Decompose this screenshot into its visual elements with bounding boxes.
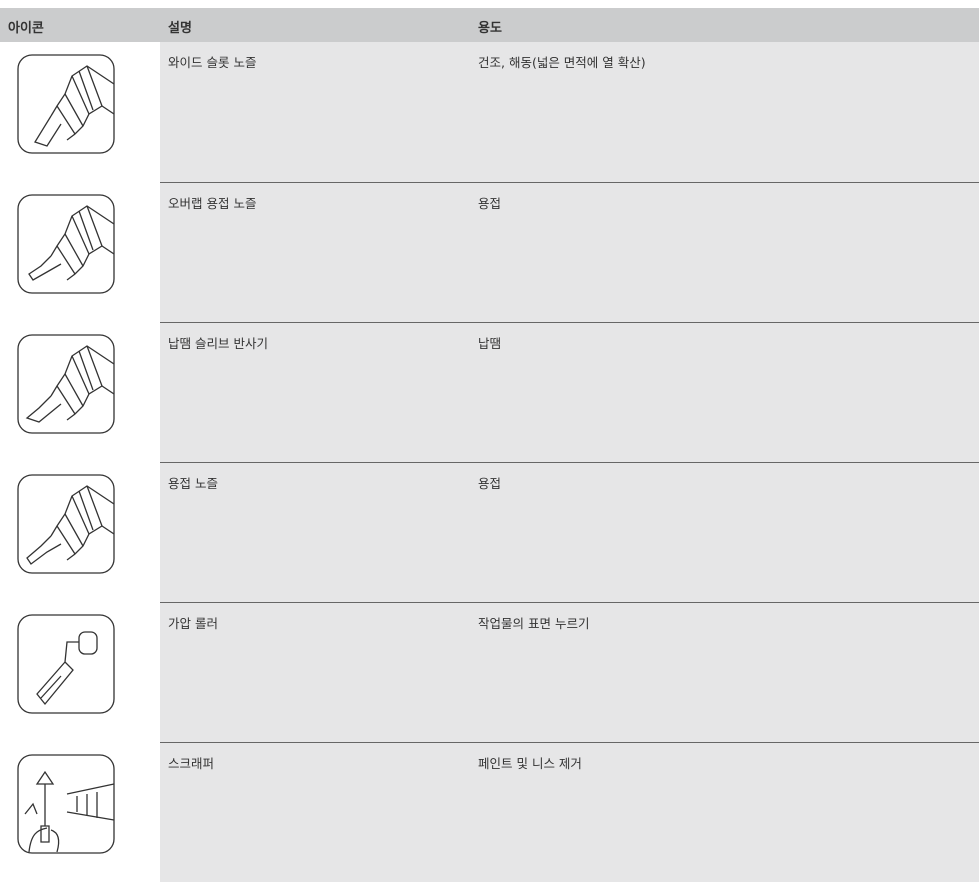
usage: 용접 [478,476,502,491]
table-header: 아이콘 설명 용도 [0,8,979,42]
header-cell: 용도 [478,21,502,36]
icon-stroke [18,335,114,433]
row-cells: 스크래퍼 페인트 및 니스 제거 [160,742,979,882]
table-row: 납땜 슬리브 반사기 납땜 [0,322,979,462]
table-row: 가압 롤러 작업물의 표면 누르기 [0,602,979,742]
icon-stroke [78,631,98,655]
usage: 용접 [478,196,502,211]
row-icon [17,334,115,434]
header-cell: 설명 [168,21,192,36]
icon-stroke [25,395,62,423]
table-row: 용접 노즐 용접 [0,462,979,602]
description: 와이드 슬롯 노즐 [168,55,257,70]
description: 가압 롤러 [168,616,218,631]
row-icon [17,54,115,154]
row-icon [17,474,115,574]
icon-stroke [18,475,114,573]
description: 용접 노즐 [168,476,218,491]
usage: 납땜 [478,336,502,351]
row-cells: 와이드 슬롯 노즐 건조, 해동(넓은 면적에 열 확산) [160,42,979,182]
row-cells: 오버랩 용접 노즐 용접 [160,182,979,322]
description: 납땜 슬리브 반사기 [168,336,268,351]
row-cells: 용접 노즐 용접 [160,462,979,602]
row-icon [17,754,115,854]
icon-stroke [36,641,79,706]
usage: 작업물의 표면 누르기 [478,616,590,631]
icon-stroke [34,115,62,147]
description: 오버랩 용접 노즐 [168,196,257,211]
row-cells: 가압 롤러 작업물의 표면 누르기 [160,602,979,742]
usage: 페인트 및 니스 제거 [478,756,582,771]
table-row: 오버랩 용접 노즐 용접 [0,182,979,322]
row-cells: 납땜 슬리브 반사기 납땜 [160,322,979,462]
description: 스크래퍼 [168,756,215,771]
usage: 건조, 해동(넓은 면적에 열 확산) [478,55,646,70]
row-icon [17,614,115,714]
table-row: 와이드 슬롯 노즐 건조, 해동(넓은 면적에 열 확산) [0,42,979,182]
icon-stroke [24,770,115,853]
icon-stroke [18,55,114,153]
icon-stroke [17,614,115,714]
icon-stroke [26,535,62,565]
icon-stroke [17,754,115,854]
table-row: 스크래퍼 페인트 및 니스 제거 [0,742,979,882]
row-icon [17,194,115,294]
icon-stroke [28,255,62,281]
header-cell: 아이콘 [8,21,44,36]
